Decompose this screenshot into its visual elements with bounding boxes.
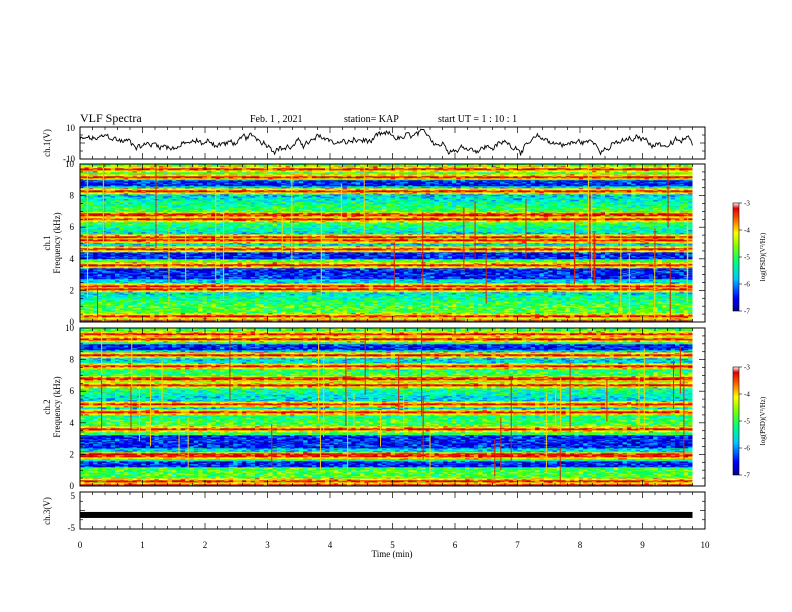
header-station: station= KAP [344,114,399,125]
ch1-waveform-line [80,129,693,155]
header-date: Feb. 1 , 2021 [250,114,303,125]
ch1-spectrogram-heatmap [80,164,705,322]
ch1-ytick-top: 10 [66,123,76,133]
vlf-figure: VLF Spectra Feb. 1 , 2021 station= KAP s… [0,0,792,612]
figure-title: VLF Spectra [80,111,142,125]
ch1-ylabel: ch.1(V) [42,129,52,157]
ch1-waveform-panel: 10 -10 ch.1(V) [42,123,705,164]
header-start-time: start UT = 1 : 10 : 1 [438,114,517,125]
